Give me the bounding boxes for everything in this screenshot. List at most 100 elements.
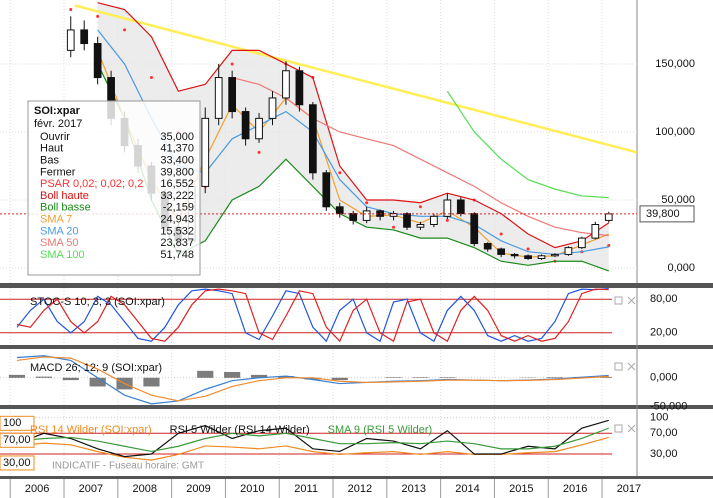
psar-dot	[392, 225, 396, 229]
candle-body	[268, 97, 277, 119]
candle-body	[510, 253, 519, 257]
legend-value: -2,159	[163, 202, 194, 214]
last-price-label: 39,800	[646, 208, 680, 220]
candle-body	[80, 29, 89, 45]
x-tick-label: 2010	[240, 483, 264, 495]
info-label: Ouvrir	[40, 131, 70, 143]
candle-body	[282, 70, 290, 99]
candle-body	[308, 104, 317, 174]
trendline	[74, 4, 637, 154]
y-tick-label: 0,000	[650, 372, 678, 384]
y-tick-label: 50,000	[661, 194, 695, 206]
candle-body	[255, 117, 263, 140]
legend-label: RSI 5 Wilder (RSI 14 Wilder)	[170, 424, 310, 436]
legend-value: 23,837	[160, 237, 194, 249]
series-line	[16, 288, 609, 343]
separator	[0, 476, 713, 479]
info-label: Haut	[40, 143, 63, 155]
candle-body	[497, 248, 506, 255]
legend-label: SMA 20	[40, 225, 79, 237]
series-line	[16, 419, 609, 458]
series-line	[16, 427, 609, 453]
legend-label: Boll basse	[40, 202, 91, 214]
x-tick-label: 2007	[79, 483, 103, 495]
candle-body	[551, 253, 559, 257]
series-line	[97, 2, 610, 249]
candle-body	[295, 70, 304, 106]
psar-dot	[338, 171, 342, 175]
info-value: 33,400	[160, 155, 194, 167]
y2-tick-box	[0, 455, 35, 471]
candle-body	[93, 43, 102, 79]
histogram-bar	[89, 377, 106, 387]
y-tick-label: 150,000	[655, 58, 695, 70]
candle-body	[403, 213, 411, 228]
candle-body	[591, 223, 600, 239]
candle-body	[362, 210, 371, 221]
candle-body	[241, 111, 250, 140]
legend-label: Boll haute	[40, 190, 89, 202]
candle-body	[604, 213, 613, 221]
info-value: 35,000	[160, 131, 194, 143]
stoch-plot	[0, 288, 612, 344]
separator	[0, 345, 713, 349]
axes: 0,000 50,000 100,000 150,000 39,800 20,00 80,0…	[0, 58, 695, 498]
info-value: 41,370	[160, 143, 194, 155]
psar-dot	[96, 14, 100, 18]
series-line	[232, 76, 609, 237]
x-tick-label: 2015	[509, 483, 533, 495]
candle-body	[322, 172, 331, 208]
legend-value: 51,748	[160, 249, 194, 261]
y-tick-label: 30,00	[650, 448, 678, 460]
x-tick-label: 2016	[563, 483, 587, 495]
candle-body	[214, 77, 223, 119]
x-tick-label: 2013	[401, 483, 425, 495]
histogram-bar	[143, 377, 160, 387]
histogram-bar	[304, 377, 321, 380]
last-price-box	[639, 205, 695, 223]
x-tick-label: 2009	[186, 483, 210, 495]
separator	[0, 405, 713, 409]
series-line	[16, 436, 609, 461]
psar-dot	[365, 201, 369, 205]
x-tick-label: 2011	[294, 483, 318, 495]
x-tick-label: 2017	[617, 483, 641, 495]
psar-dot	[230, 62, 234, 66]
legend-value: 16,552	[160, 178, 194, 190]
info-box: SOI:xpar févr. 2017 Ouvrir 35,000 Haut 41,3…	[27, 100, 201, 276]
y-tick-label: 20,00	[650, 327, 678, 339]
legend-label: SMA 7	[40, 214, 72, 226]
x-tick-label: 2006	[25, 483, 49, 495]
info-label: Bas	[40, 155, 59, 167]
panel-title: STOC-S 10; 3; 3 (SOI:xpar)	[30, 296, 165, 308]
main-plot	[0, 0, 637, 283]
candle-body	[483, 243, 492, 250]
rsi-plot	[0, 410, 612, 475]
y-tick-label: 100	[650, 412, 668, 424]
histogram-bar	[224, 372, 241, 378]
histogram-bar	[62, 377, 79, 381]
panel-icons	[614, 296, 636, 433]
y2-tick-label: 70,00	[3, 434, 31, 446]
psar-dot	[499, 232, 503, 236]
info-label: Fermer	[40, 166, 76, 178]
series-line	[446, 90, 609, 199]
info-value: 39,800	[160, 166, 194, 178]
y2-tick-label: 30,00	[3, 457, 31, 469]
x-tick-label: 2012	[348, 483, 372, 495]
legend-value: 24,943	[160, 214, 194, 226]
candle-body	[228, 77, 237, 113]
psar-dot	[607, 244, 611, 248]
legend-label: RSI 14 Wilder (SOI:xpar)	[30, 424, 152, 436]
candle-body	[537, 255, 546, 260]
candle-body	[456, 199, 465, 215]
panel-title: MACD 26; 12; 9 (SOI:xpar)	[30, 362, 162, 374]
series-line	[16, 288, 609, 343]
y-tick-label: 100,000	[655, 126, 695, 138]
histogram-bar	[439, 377, 456, 378]
histogram-bar	[331, 377, 348, 381]
candle-body	[349, 213, 358, 221]
info-box-bg	[27, 100, 201, 276]
info-date: févr. 2017	[34, 118, 82, 130]
